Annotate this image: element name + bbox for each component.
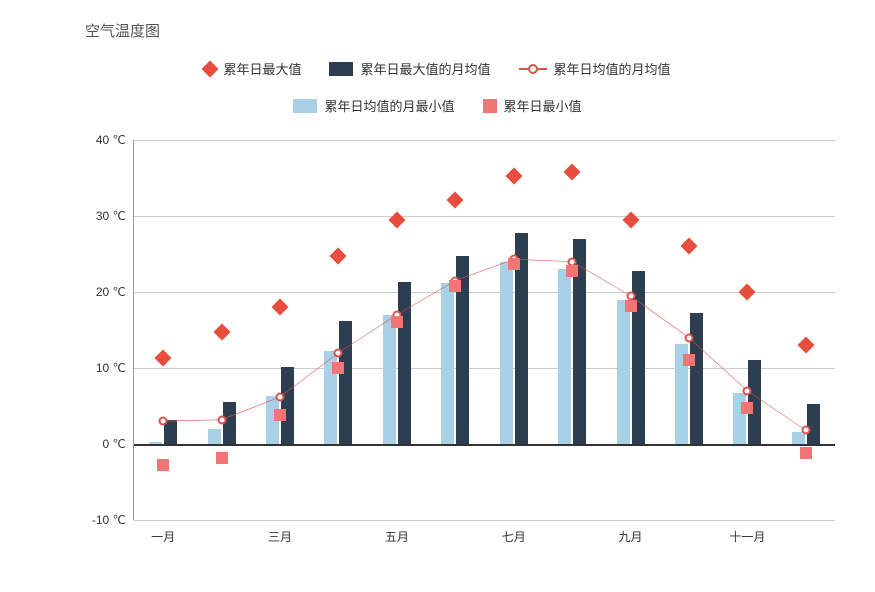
legend-item: 累年日最大值 [204,59,301,78]
min-square-marker [683,354,695,366]
min-square-marker [741,402,753,414]
legend-label: 累年日最小值 [504,96,582,115]
y-tick-label: 40 ℃ [96,133,134,147]
chart-area: -10 ℃ 0 ℃ 10 ℃ 20 ℃ 30 ℃ 40 ℃ 一月 三月 五月 七月 九月 十一月 [85,130,845,560]
min-square-marker [800,447,812,459]
chart-title: 空气温度图 [85,20,845,41]
legend-item: 累年日均值的月均值 [519,59,671,78]
min-square-marker [274,409,286,421]
x-tick-label: 十一月 [729,520,765,545]
legend-label: 累年日最大值 [223,59,301,78]
chart-container: 空气温度图 累年日最大值 累年日最大值的月均值 累年日均值的月均值累年日均值的月最小… [0,0,875,592]
min-square-marker [332,362,344,374]
line-layer [134,140,835,520]
plot-area: -10 ℃0 ℃10 ℃20 ℃30 ℃40 ℃一月三月五月七月九月十一月 [133,140,835,520]
mean-circle-marker [334,348,343,357]
y-tick-label: 30 ℃ [96,209,134,223]
legend-swatch [483,99,497,113]
x-tick-label: 七月 [502,520,526,545]
min-square-marker [625,300,637,312]
y-tick-label: 10 ℃ [96,361,134,375]
legend-item: 累年日均值的月最小值 [293,96,454,115]
legend-swatch [293,99,317,113]
min-square-marker [157,459,169,471]
legend-label: 累年日均值的月均值 [554,59,671,78]
legend-item: 累年日最小值 [483,96,582,115]
x-tick-label: 三月 [268,520,292,545]
legend: 累年日最大值 累年日最大值的月均值 累年日均值的月均值累年日均值的月最小值 累年日最小… [118,59,758,115]
legend-swatch [519,62,547,76]
legend-item: 累年日最大值的月均值 [329,59,490,78]
min-square-marker [391,316,403,328]
mean-circle-marker [801,426,810,435]
mean-circle-marker [743,386,752,395]
mean-circle-marker [159,417,168,426]
min-square-marker [508,258,520,270]
y-tick-label: 20 ℃ [96,285,134,299]
legend-swatch [202,60,219,77]
mean-circle-marker [684,333,693,342]
mean-line [163,259,806,430]
min-square-marker [449,280,461,292]
x-tick-label: 一月 [151,520,175,545]
x-tick-label: 九月 [619,520,643,545]
legend-label: 累年日均值的月最小值 [324,96,454,115]
x-tick-label: 五月 [385,520,409,545]
mean-circle-marker [217,415,226,424]
min-square-marker [216,452,228,464]
mean-circle-marker [276,392,285,401]
min-square-marker [566,265,578,277]
legend-swatch [329,62,353,76]
legend-label: 累年日最大值的月均值 [360,59,490,78]
y-tick-label: 0 ℃ [103,437,134,451]
y-tick-label: -10 ℃ [92,513,134,527]
